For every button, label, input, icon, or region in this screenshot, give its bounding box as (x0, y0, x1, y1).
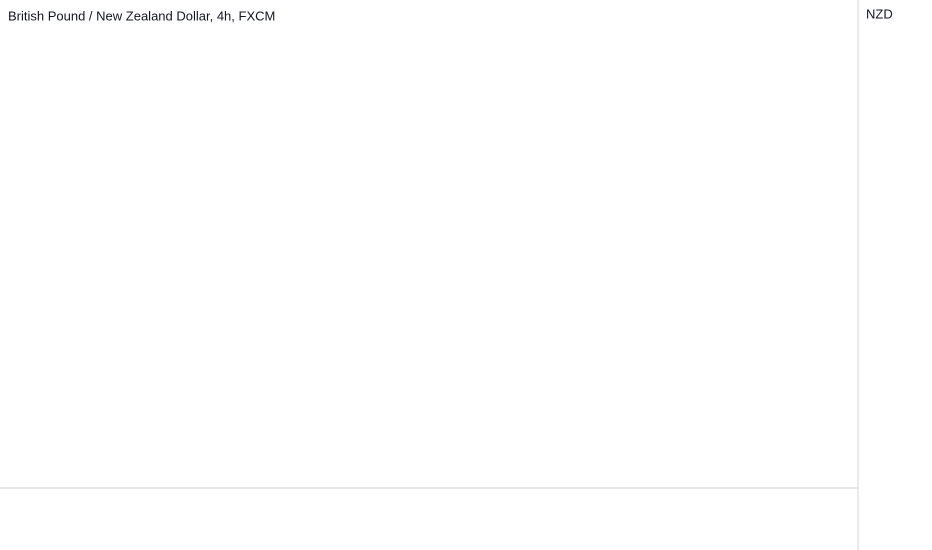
chart-title: British Pound / New Zealand Dollar, 4h, … (8, 8, 275, 23)
currency: NZD (866, 6, 893, 21)
